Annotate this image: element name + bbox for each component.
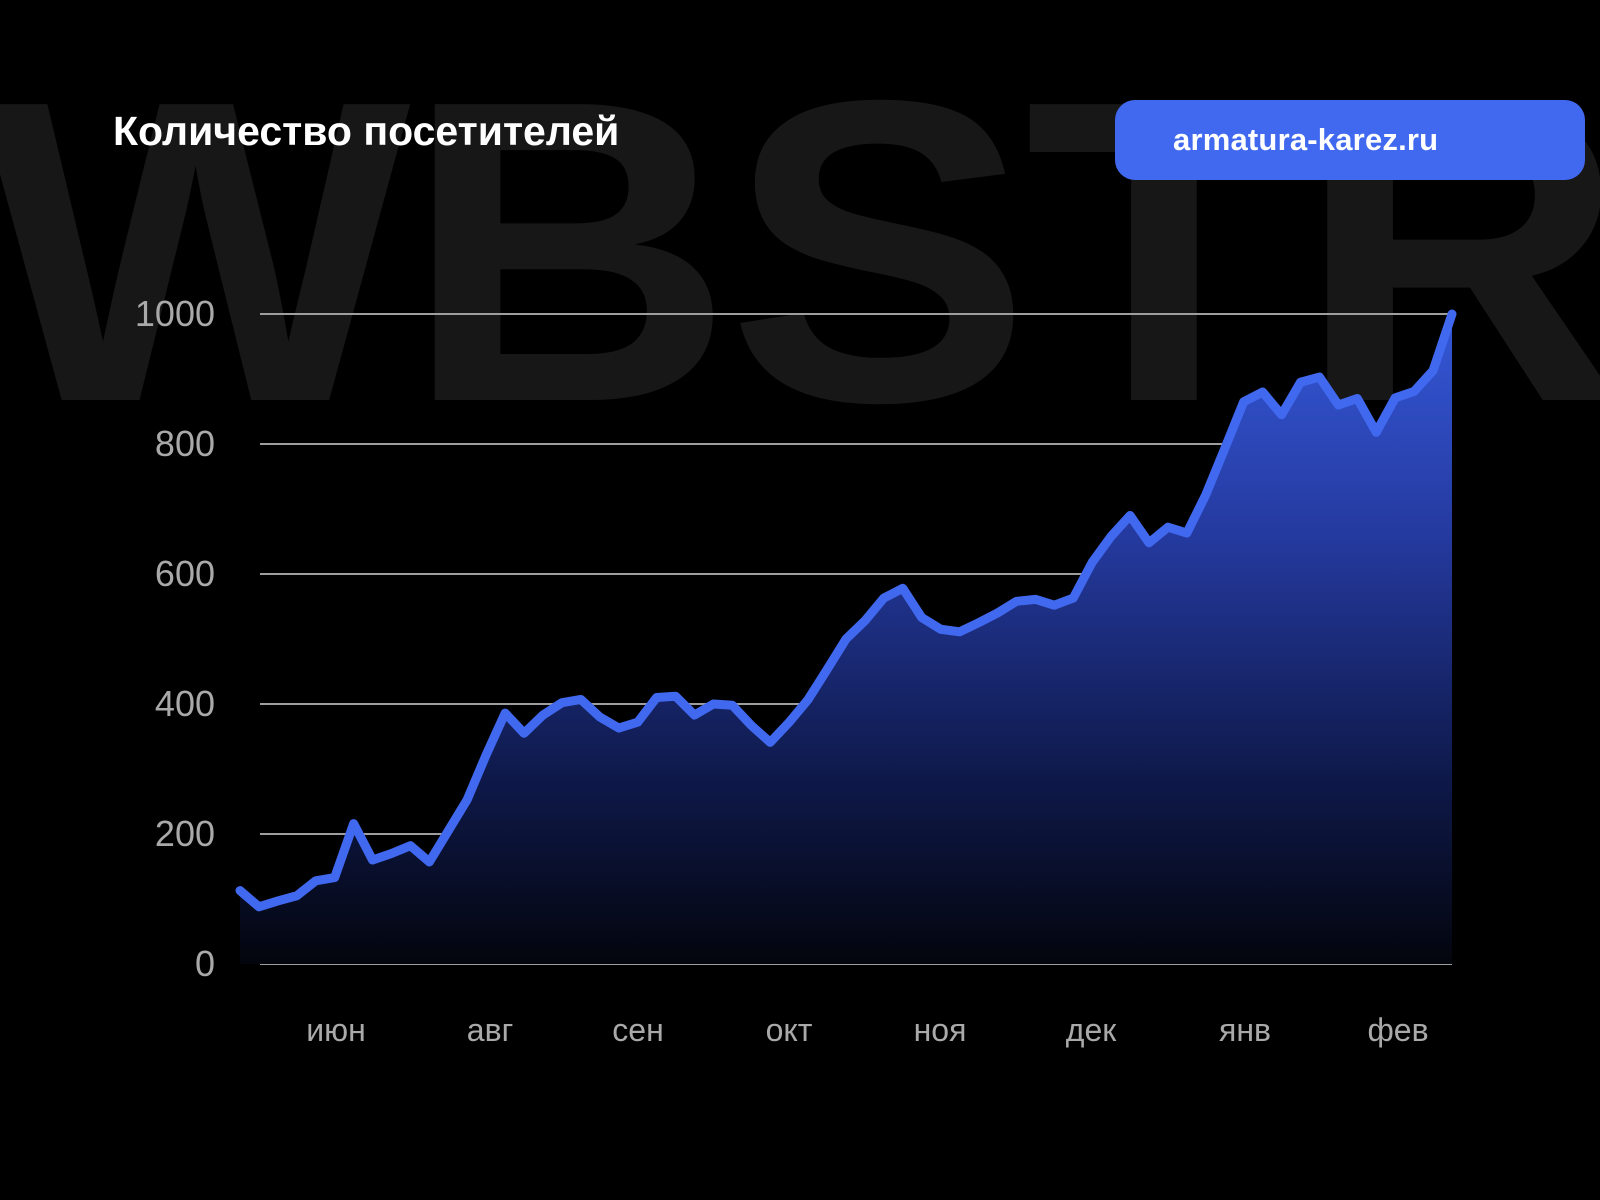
x-axis-tick-label: июн <box>306 1012 366 1048</box>
x-axis-tick-label: дек <box>1065 1012 1117 1048</box>
x-axis-tick-label: ноя <box>913 1012 967 1048</box>
y-axis-tick-label: 0 <box>194 943 215 984</box>
y-axis-tick-label: 400 <box>154 683 215 724</box>
x-axis-tick-label: авг <box>466 1012 514 1048</box>
x-axis-tick-label: окт <box>765 1012 813 1048</box>
page-title: Количество посетителей <box>113 108 620 154</box>
x-axis-tick-label: сен <box>612 1012 664 1048</box>
y-axis-tick-label: 800 <box>154 423 215 464</box>
y-axis-tick-label: 600 <box>154 553 215 594</box>
y-axis-tick-label: 1000 <box>134 293 215 334</box>
data-line <box>235 309 1457 912</box>
y-axis-tick-label: 200 <box>154 813 215 854</box>
x-axis-tick-label: янв <box>1219 1012 1271 1048</box>
x-axis-tick-label: фев <box>1367 1012 1429 1048</box>
site-badge-label: armatura-karez.ru <box>1173 122 1439 157</box>
site-badge: armatura-karez.ru <box>1115 100 1585 180</box>
